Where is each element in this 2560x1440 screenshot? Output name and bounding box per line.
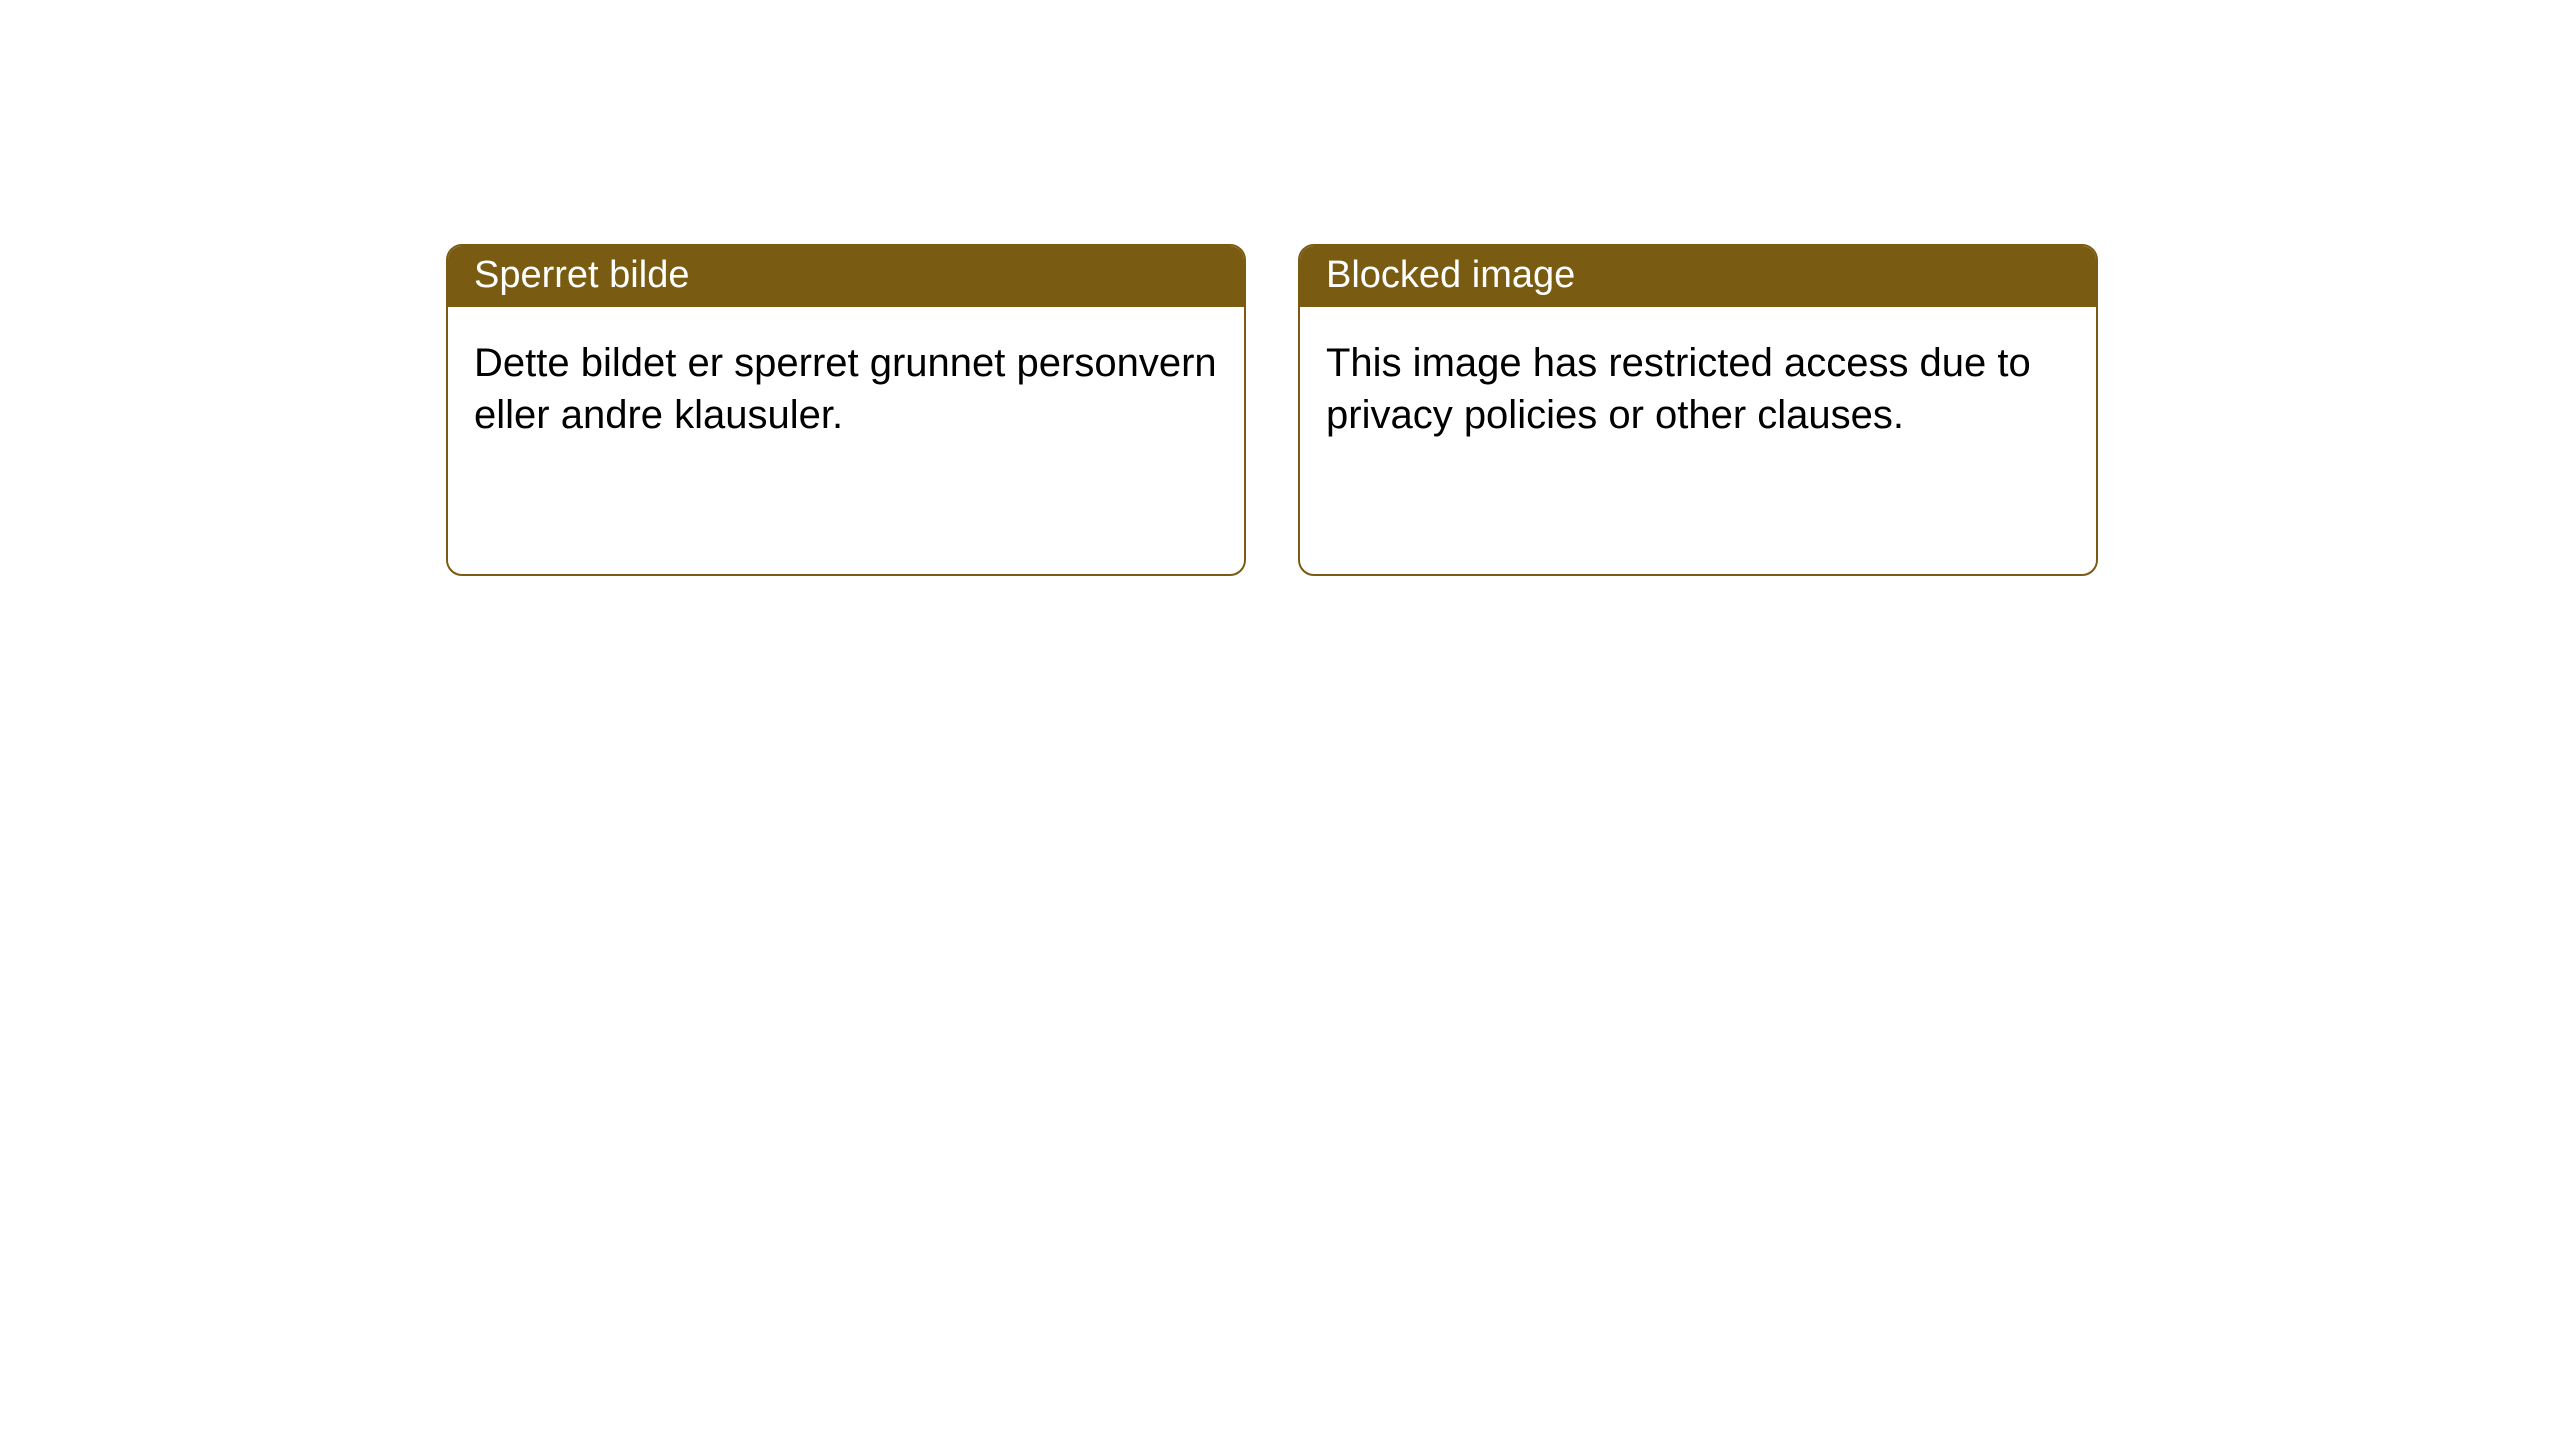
notice-box-english: Blocked image This image has restricted …: [1298, 244, 2098, 576]
notices-container: Sperret bilde Dette bildet er sperret gr…: [0, 0, 2560, 576]
notice-header-norwegian: Sperret bilde: [448, 246, 1244, 307]
notice-box-norwegian: Sperret bilde Dette bildet er sperret gr…: [446, 244, 1246, 576]
notice-header-english: Blocked image: [1300, 246, 2096, 307]
notice-body-english: This image has restricted access due to …: [1300, 307, 2096, 471]
notice-body-norwegian: Dette bildet er sperret grunnet personve…: [448, 307, 1244, 471]
